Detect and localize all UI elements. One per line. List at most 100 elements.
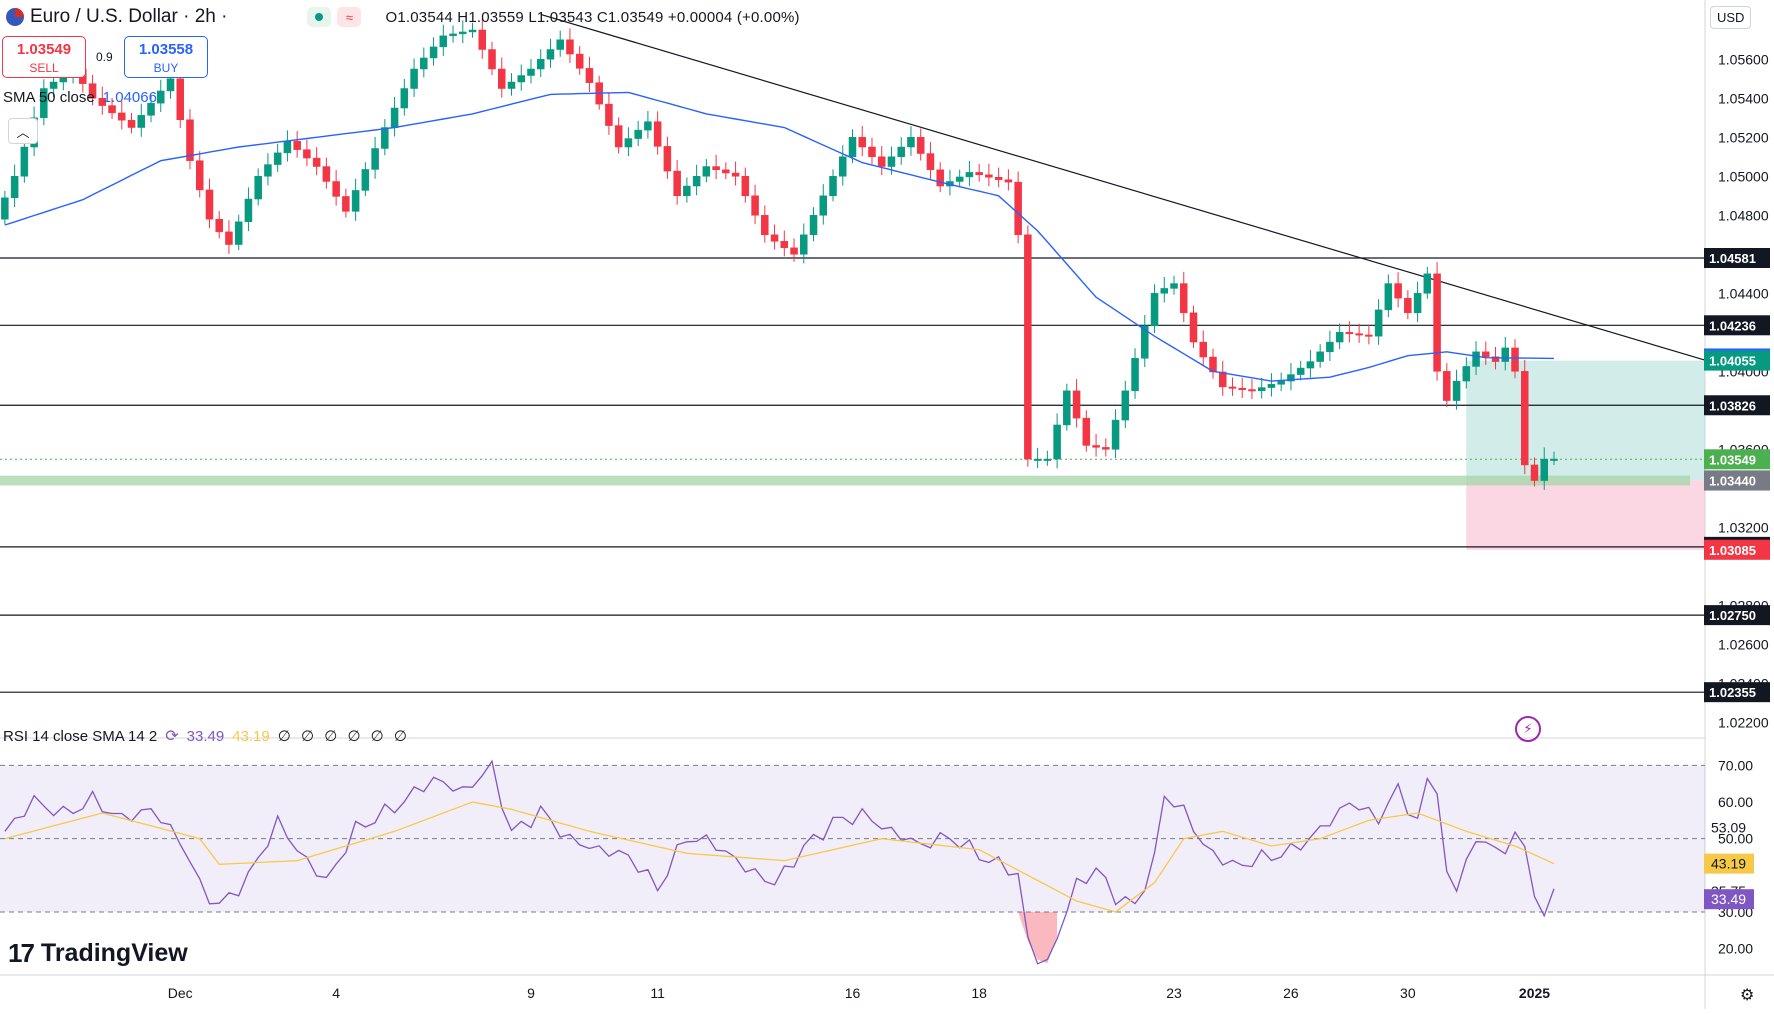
- candle-body: [1238, 387, 1246, 390]
- candle-body: [497, 68, 506, 89]
- collapse-legend-button[interactable]: ︿: [8, 118, 38, 144]
- candle-body: [780, 241, 789, 249]
- candle-body: [722, 169, 730, 174]
- candle-body: [1530, 464, 1539, 481]
- price-label-bg: [1704, 539, 1770, 560]
- candle-body: [800, 234, 808, 255]
- candle-body: [234, 221, 243, 245]
- rsi-line: [4, 759, 1555, 965]
- price-tick-label: 1.02600: [1718, 636, 1769, 652]
- rsi-oversold-fill: [1018, 912, 1058, 964]
- candle-body: [215, 218, 223, 233]
- candle-body: [371, 148, 379, 170]
- candle-body: [40, 88, 48, 119]
- candle-body: [556, 39, 564, 50]
- rsi-empty-values: ∅ ∅ ∅ ∅ ∅ ∅: [277, 728, 410, 745]
- candle-body: [1024, 234, 1032, 460]
- candle-body: [20, 146, 29, 177]
- candle-body: [1170, 283, 1178, 289]
- candle-body: [1452, 380, 1461, 401]
- candle-body: [1218, 371, 1227, 388]
- candle-body: [741, 176, 750, 197]
- candle-body: [1296, 367, 1305, 375]
- candle-body: [1179, 283, 1188, 314]
- sell-label: SELL: [29, 61, 59, 75]
- candle-body: [1491, 356, 1500, 362]
- candle-body: [156, 90, 165, 104]
- symbol-title[interactable]: Euro / U.S. Dollar · 2h ·: [30, 6, 228, 27]
- chart-header: Euro / U.S. Dollar · 2h · ≈ O1.03544 H1.…: [0, 0, 1000, 34]
- candle-body: [955, 176, 964, 182]
- candle-body: [254, 176, 262, 200]
- candle-body: [507, 81, 516, 89]
- refresh-icon[interactable]: ⟳: [165, 728, 179, 745]
- rsi-label-bg: [1704, 853, 1754, 874]
- candle-body: [624, 138, 633, 148]
- candle-body: [420, 57, 428, 70]
- buy-button[interactable]: 1.03558 BUY: [124, 36, 208, 78]
- candle-body: [449, 33, 457, 37]
- candle-body: [1413, 293, 1422, 314]
- currency-selector[interactable]: USD: [1710, 6, 1752, 29]
- candle-body: [673, 170, 681, 197]
- price-label: 1.02750: [1709, 608, 1756, 623]
- candle-body: [877, 156, 886, 167]
- candle-body: [1550, 458, 1558, 461]
- candle-body: [761, 215, 769, 236]
- candle-body: [439, 35, 448, 48]
- candle-body: [1443, 371, 1451, 401]
- candle-body: [916, 137, 925, 154]
- market-open-icon[interactable]: [307, 7, 332, 27]
- tradingview-logo-name: TradingView: [40, 939, 188, 967]
- candle-body: [1150, 293, 1159, 327]
- price-label: 1.02355: [1709, 685, 1756, 700]
- price-label-bg: [1704, 470, 1770, 491]
- candle-body: [488, 49, 496, 70]
- sma-legend-value: 1.04066: [102, 89, 157, 106]
- price-tick-label: 1.02200: [1718, 714, 1769, 730]
- gear-icon[interactable]: ⚙: [1740, 987, 1755, 1004]
- candle-body: [731, 172, 740, 177]
- candle-body: [381, 127, 389, 149]
- candle-body: [166, 78, 175, 92]
- time-tick-label: 4: [332, 985, 340, 1001]
- candle-body: [1004, 179, 1013, 183]
- tradingview-logo[interactable]: 17 TradingView: [8, 938, 188, 969]
- candle-body: [907, 137, 915, 148]
- candle-body: [614, 125, 623, 148]
- trend-icon[interactable]: ≈: [337, 7, 362, 27]
- candle-body: [926, 153, 935, 171]
- candle-body: [936, 169, 944, 187]
- candle-body: [1374, 309, 1383, 337]
- candle-body: [1131, 358, 1139, 392]
- sell-button[interactable]: 1.03549 SELL: [2, 36, 86, 78]
- spread-value: 0.9: [96, 50, 113, 64]
- candle-body: [459, 31, 467, 35]
- candle-body: [312, 157, 321, 167]
- candle-body: [1053, 424, 1061, 460]
- time-tick-label: 11: [650, 985, 665, 1001]
- rsi-tick-label: 20.00: [1718, 941, 1753, 957]
- candle-body: [702, 166, 711, 177]
- candle-body: [663, 146, 672, 172]
- sma-legend[interactable]: SMA 50 close 1.04066: [3, 89, 157, 106]
- lightning-icon[interactable]: ⚡: [1515, 716, 1541, 742]
- candle-body: [88, 83, 97, 99]
- rsi-sma-line: [4, 801, 1555, 913]
- candle-body: [858, 137, 867, 148]
- price-tick-label: 1.04800: [1718, 207, 1769, 223]
- candle-body: [108, 105, 116, 114]
- rsi-legend[interactable]: RSI 14 close SMA 14 2 ⟳ 33.49 43.19 ∅ ∅ …: [3, 726, 410, 746]
- status-indicators: ≈: [307, 7, 362, 27]
- candle-body: [1520, 371, 1529, 466]
- price-label: 1.04581: [1709, 251, 1756, 266]
- candle-body: [1063, 390, 1071, 426]
- price-label: 1.03085: [1709, 543, 1756, 558]
- chevron-up-icon: ︿: [16, 124, 30, 140]
- time-tick-label: 16: [845, 985, 861, 1001]
- candle-body: [546, 49, 555, 60]
- candle-body: [342, 196, 350, 212]
- candle-body: [585, 68, 594, 83]
